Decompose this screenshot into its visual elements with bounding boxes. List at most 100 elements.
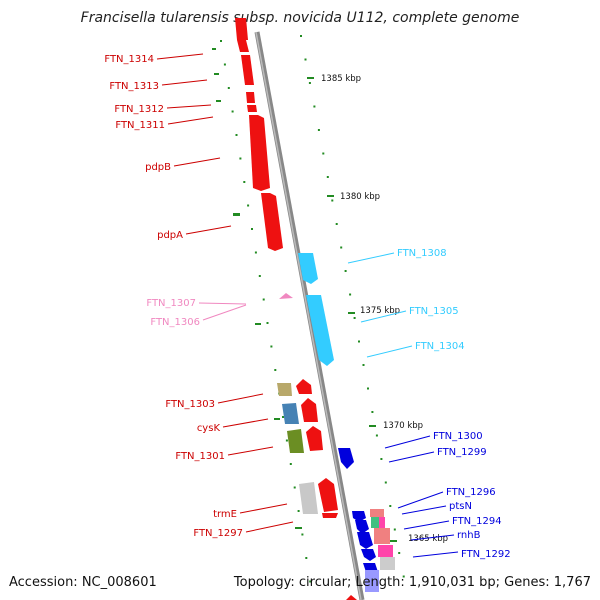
gene-ftn-1313[interactable] xyxy=(241,55,254,85)
gene-ftn-1312[interactable] xyxy=(246,92,255,103)
genome-summary-text: Topology: circular; Length: 1,910,031 bp… xyxy=(233,575,591,590)
inner-minor-tick xyxy=(227,87,230,89)
label-ftn-1311[interactable]: FTN_1311 xyxy=(115,120,165,131)
label-trmE[interactable]: trmE xyxy=(213,509,237,520)
inner-minor-tick xyxy=(305,557,308,559)
gene-ftn-1311[interactable] xyxy=(247,105,257,112)
inner-minor-dashes xyxy=(212,48,302,529)
label-ftn-1314[interactable]: FTN_1314 xyxy=(104,54,154,65)
gene-ftn-1294[interactable] xyxy=(361,549,376,561)
outer-minor-tick xyxy=(371,411,374,413)
block-lavender xyxy=(365,570,379,592)
gene-ftn-1303[interactable] xyxy=(296,379,312,394)
gene-cysK[interactable] xyxy=(301,398,318,422)
block-green xyxy=(371,517,379,528)
label-ptsN[interactable]: ptsN xyxy=(449,501,472,512)
map-title: Francisella tularensis subsp. novicida U… xyxy=(81,10,520,26)
scale-tick-1385: 1385 kbp xyxy=(307,74,361,84)
block-magenta-2 xyxy=(378,545,393,557)
gene-ftn-1300[interactable] xyxy=(338,448,354,469)
label-ftn-1294[interactable]: FTN_1294 xyxy=(452,516,502,527)
inner-minor-tick xyxy=(266,322,269,324)
genome-backbone xyxy=(254,31,365,600)
label-ftn-1299[interactable]: FTN_1299 xyxy=(437,447,487,458)
gene-ftn-1297-blue[interactable] xyxy=(352,511,366,522)
outer-minor-tick xyxy=(308,82,311,84)
scale-tick-1375: 1375 kbp xyxy=(348,306,400,316)
gene-pdpB[interactable] xyxy=(249,115,270,191)
scale-tick-1365: 1365 kbp xyxy=(390,534,448,544)
inner-minor-tick xyxy=(251,228,253,230)
inner-minor-tick xyxy=(274,369,277,371)
gene-ftn-1297[interactable] xyxy=(322,513,338,518)
block-salmon-1 xyxy=(370,509,384,517)
inner-minor-tick xyxy=(243,181,246,183)
label-cysK[interactable]: cysK xyxy=(197,423,221,434)
inner-minor-tick xyxy=(262,298,265,301)
inner-minor-tick xyxy=(309,580,312,583)
label-ftn-1304[interactable]: FTN_1304 xyxy=(415,341,465,352)
gene-cysK-steel[interactable] xyxy=(282,403,299,424)
label-ftn-1303[interactable]: FTN_1303 xyxy=(165,399,215,410)
right-labels: FTN_1308 FTN_1305 FTN_1304 FTN_1300 FTN_… xyxy=(347,248,511,560)
gene-trmE[interactable] xyxy=(318,478,338,512)
gene-ftn-1301[interactable] xyxy=(306,426,323,451)
label-ftn-1297[interactable]: FTN_1297 xyxy=(193,528,243,539)
inner-minor-tick xyxy=(270,345,273,348)
gene-ftn-1307[interactable] xyxy=(279,293,293,299)
gene-ftn-1304[interactable] xyxy=(306,295,334,366)
gene-ftn-1301-olive[interactable] xyxy=(287,429,304,453)
block-magenta-1 xyxy=(379,517,385,528)
label-ftn-1306[interactable]: FTN_1306 xyxy=(150,317,200,328)
outer-minor-tick xyxy=(393,528,396,531)
label-pdpA[interactable]: pdpA xyxy=(157,230,183,241)
gene-ftn-1303-olive[interactable] xyxy=(277,383,292,396)
genome-backbone-highlight xyxy=(255,31,362,600)
inner-minor-tick xyxy=(235,134,238,136)
label-ftn-1296[interactable]: FTN_1296 xyxy=(446,487,496,498)
outer-minor-tick xyxy=(398,552,401,554)
bottom-gene-features xyxy=(299,478,338,518)
label-ftn-1292[interactable]: FTN_1292 xyxy=(461,549,511,560)
inner-minor-tick xyxy=(247,204,250,207)
inner-minor-tick xyxy=(289,463,292,465)
inner-minor-tick xyxy=(239,157,242,160)
inner-minor-tick xyxy=(285,439,288,442)
gene-trmE-grey[interactable] xyxy=(299,482,318,514)
label-pdpB[interactable]: pdpB xyxy=(145,162,171,173)
label-ftn-1307[interactable]: FTN_1307 xyxy=(146,298,196,309)
outer-minor-tick xyxy=(389,505,392,507)
outer-minor-tick xyxy=(335,223,338,225)
inner-scale-ticks xyxy=(220,40,312,583)
outer-minor-tick xyxy=(402,575,405,578)
gene-ftn-1308[interactable] xyxy=(298,253,318,284)
inner-minor-tick xyxy=(223,63,226,66)
label-ftn-1300[interactable]: FTN_1300 xyxy=(433,431,483,442)
gene-ftn-1314[interactable] xyxy=(237,40,249,52)
scale-label-1385: 1385 kbp xyxy=(321,74,361,84)
scale-tick-1380: 1380 kbp xyxy=(327,192,380,202)
gene-ftn-1296[interactable] xyxy=(355,520,369,534)
inner-minor-tick xyxy=(220,40,222,42)
label-rnhB[interactable]: rnhB xyxy=(457,530,481,541)
outer-minor-tick xyxy=(331,199,334,202)
outer-minor-tick xyxy=(353,317,356,319)
gene-pdpA[interactable] xyxy=(261,193,283,251)
gene-ftn-1315[interactable] xyxy=(235,18,248,40)
outer-minor-tick xyxy=(344,270,347,272)
blue-gene-features xyxy=(338,448,378,576)
outer-minor-tick xyxy=(384,481,387,484)
inner-minor-tick xyxy=(231,110,234,113)
gene-ptsN[interactable] xyxy=(357,532,373,549)
mid-gene-features xyxy=(277,379,323,453)
label-ftn-1305[interactable]: FTN_1305 xyxy=(409,306,459,317)
label-ftn-1313[interactable]: FTN_1313 xyxy=(109,81,159,92)
label-ftn-1301[interactable]: FTN_1301 xyxy=(175,451,225,462)
label-ftn-1308[interactable]: FTN_1308 xyxy=(397,248,447,259)
label-ftn-1312[interactable]: FTN_1312 xyxy=(114,104,164,115)
block-grey xyxy=(380,557,395,570)
left-labels: FTN_1314 FTN_1313 FTN_1312 FTN_1311 pdpB… xyxy=(104,53,294,539)
inner-minor-tick xyxy=(293,486,296,489)
scale-label-1375: 1375 kbp xyxy=(360,306,400,316)
